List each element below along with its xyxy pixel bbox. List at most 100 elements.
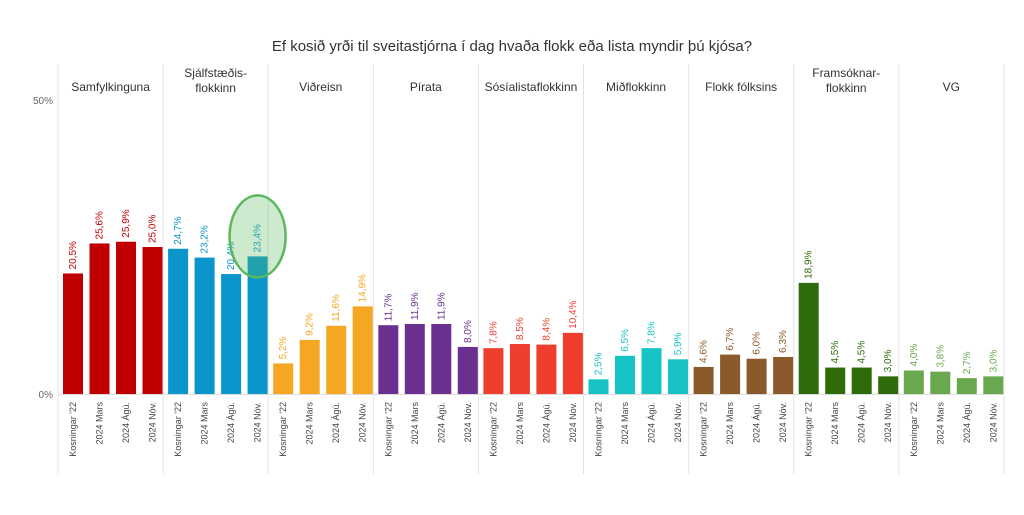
bar bbox=[457, 346, 478, 394]
bar bbox=[509, 344, 530, 394]
series-header: Framsóknar-flokkinn bbox=[812, 66, 880, 95]
series-header: Sósíalistaflokkinn bbox=[485, 80, 578, 94]
data-label: 11,9% bbox=[410, 292, 421, 320]
category-label: 2024 Nóv. bbox=[148, 402, 158, 442]
category-label: Kosningar '22 bbox=[278, 402, 288, 457]
bar bbox=[693, 366, 714, 394]
category-label: Kosningar '22 bbox=[804, 402, 814, 457]
data-label: 20,5% bbox=[68, 241, 79, 269]
bar bbox=[326, 325, 347, 394]
category-label: Kosningar '22 bbox=[173, 402, 183, 457]
data-label: 6,0% bbox=[752, 332, 763, 355]
bar bbox=[378, 325, 399, 394]
category-label: 2024 Ágú. bbox=[331, 402, 341, 443]
bar bbox=[956, 378, 977, 394]
category-label: 2024 Mars bbox=[410, 402, 420, 445]
category-label: 2024 Mars bbox=[935, 402, 945, 445]
series-header: Pírata bbox=[410, 80, 442, 94]
bar bbox=[63, 273, 83, 394]
category-label: 2024 Nóv. bbox=[358, 402, 368, 442]
category-label: 2024 Ágú. bbox=[857, 402, 867, 443]
bar bbox=[116, 241, 136, 394]
data-label: 10,4% bbox=[568, 300, 579, 328]
data-label: 11,7% bbox=[383, 293, 394, 321]
data-label: 5,9% bbox=[673, 332, 684, 355]
series-header: Miðflokkinn bbox=[606, 80, 666, 94]
data-label: 7,8% bbox=[647, 321, 658, 344]
category-label: 2024 Nóv. bbox=[778, 402, 788, 442]
bar bbox=[851, 367, 872, 394]
category-label: Kosningar '22 bbox=[594, 402, 604, 457]
y-tick-label: 50% bbox=[33, 96, 53, 107]
category-label: 2024 Ágú. bbox=[962, 402, 972, 443]
bar bbox=[536, 344, 557, 394]
data-label: 6,7% bbox=[725, 328, 736, 351]
bar bbox=[668, 359, 688, 394]
data-label: 8,5% bbox=[515, 317, 526, 340]
bar bbox=[825, 367, 846, 394]
data-label: 4,5% bbox=[830, 341, 841, 364]
data-label: 11,6% bbox=[331, 294, 342, 322]
data-label: 3,0% bbox=[883, 349, 894, 372]
bar bbox=[983, 376, 1004, 394]
data-label: 3,8% bbox=[935, 345, 946, 368]
category-label: 2024 Mars bbox=[830, 402, 840, 445]
data-label: 3,0% bbox=[988, 349, 999, 372]
category-label: Kosningar '22 bbox=[909, 402, 919, 457]
category-label: 2024 Nóv. bbox=[568, 402, 578, 442]
category-label: Kosningar '22 bbox=[699, 402, 709, 457]
category-label: 2024 Mars bbox=[200, 402, 210, 445]
bar bbox=[247, 256, 268, 394]
category-label: 2024 Nóv. bbox=[673, 402, 683, 442]
data-label: 8,0% bbox=[463, 320, 474, 343]
bar bbox=[773, 356, 794, 394]
chart-title: Ef kosið yrði til sveitastjórna í dag hv… bbox=[271, 38, 753, 55]
data-label: 4,0% bbox=[909, 344, 920, 367]
category-label: 2024 Ágú. bbox=[541, 402, 551, 443]
data-label: 7,8% bbox=[488, 321, 499, 344]
data-label: 8,4% bbox=[541, 318, 552, 341]
category-label: 2024 Mars bbox=[515, 402, 525, 445]
bar bbox=[142, 247, 163, 394]
category-label: 2024 Ágú. bbox=[226, 402, 236, 443]
category-label: Kosningar '22 bbox=[488, 402, 498, 457]
bar bbox=[878, 376, 899, 394]
series-header: VG bbox=[943, 80, 960, 94]
data-label: 24,7% bbox=[173, 216, 184, 244]
data-label: 25,9% bbox=[121, 209, 132, 237]
data-label: 4,5% bbox=[857, 341, 868, 364]
category-label: 2024 Ágú. bbox=[436, 402, 446, 443]
category-label: Kosningar '22 bbox=[383, 402, 393, 457]
bar bbox=[903, 370, 924, 394]
series-header: Flokk fólksins bbox=[705, 80, 777, 94]
bar bbox=[352, 306, 373, 394]
series-header: Samfylkinguna bbox=[71, 80, 150, 94]
bar bbox=[562, 332, 583, 394]
category-label: 2024 Mars bbox=[305, 402, 315, 445]
series-header: Viðreisn bbox=[299, 80, 342, 94]
y-tick-label: 0% bbox=[39, 390, 54, 401]
bar bbox=[483, 348, 504, 394]
category-label: Kosningar '22 bbox=[68, 402, 78, 457]
bar bbox=[194, 257, 215, 394]
bar bbox=[798, 282, 819, 394]
bar bbox=[615, 355, 635, 394]
category-label: 2024 Ágú. bbox=[752, 402, 762, 443]
category-label: 2024 Ágú. bbox=[121, 402, 131, 443]
bar bbox=[404, 324, 425, 394]
series-header: Sjálfstæðis-flokkinn bbox=[184, 66, 247, 95]
bar bbox=[641, 348, 662, 394]
category-label: 2024 Mars bbox=[725, 402, 735, 445]
data-label: 23,2% bbox=[200, 225, 211, 253]
bar bbox=[299, 339, 320, 394]
bar bbox=[273, 363, 294, 394]
category-label: 2024 Nóv. bbox=[253, 402, 263, 442]
data-label: 18,9% bbox=[804, 250, 815, 278]
category-label: 2024 Ágú. bbox=[647, 402, 657, 443]
category-label: 2024 Mars bbox=[95, 402, 105, 445]
data-label: 14,9% bbox=[358, 274, 369, 302]
category-label: 2024 Nóv. bbox=[883, 402, 893, 442]
data-label: 5,2% bbox=[278, 337, 289, 360]
data-label: 25,6% bbox=[95, 211, 106, 239]
